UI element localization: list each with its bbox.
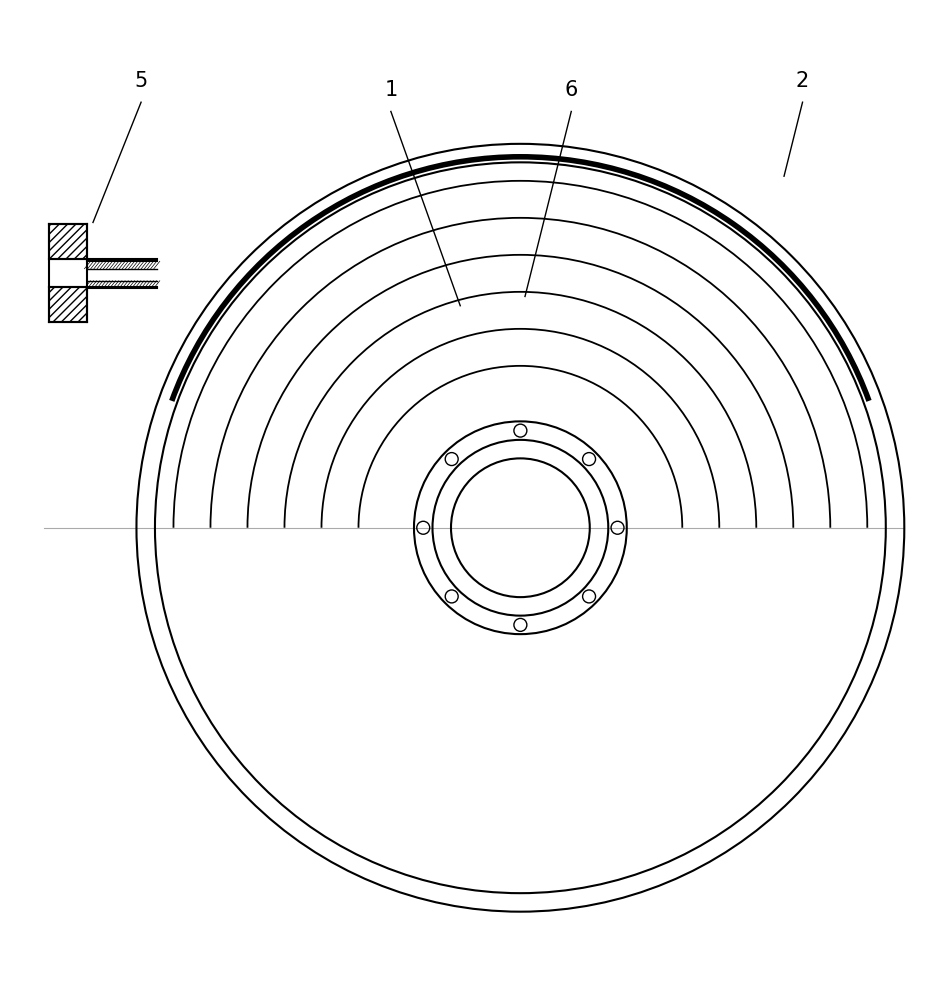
Text: 5: 5 <box>134 71 147 91</box>
Bar <box>49 224 87 259</box>
Text: 1: 1 <box>384 80 397 100</box>
Bar <box>49 287 87 322</box>
Text: 2: 2 <box>796 71 809 91</box>
Text: 6: 6 <box>564 80 577 100</box>
